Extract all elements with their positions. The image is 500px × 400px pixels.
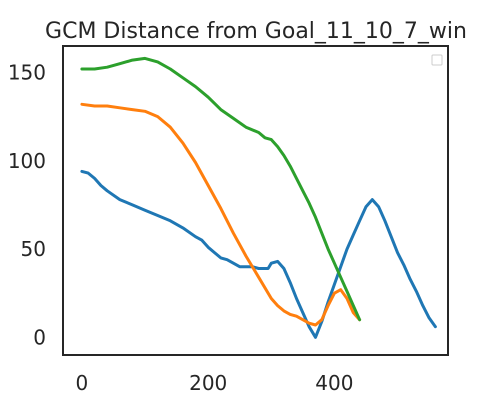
x-tick-label: 0 [76,371,89,395]
x-tick-label: 200 [189,371,227,395]
series-line-1 [80,169,437,339]
y-axis-ticks: 0 50 100 150 [8,61,46,350]
x-tick-label: 400 [315,371,353,395]
y-tick-label: 100 [8,149,46,173]
chart-title: GCM Distance from Goal_11_10_7_win [45,19,467,44]
plot-frame [62,45,449,356]
y-tick-label: 0 [33,325,46,349]
y-tick-label: 50 [21,237,46,261]
plot-area [62,45,449,356]
series-line-3 [80,56,362,322]
x-axis-ticks: 0 200 400 [76,371,354,395]
series-layer [80,56,437,339]
series-line-2 [80,102,362,327]
legend-box [431,54,443,66]
y-tick-label: 150 [8,61,46,85]
